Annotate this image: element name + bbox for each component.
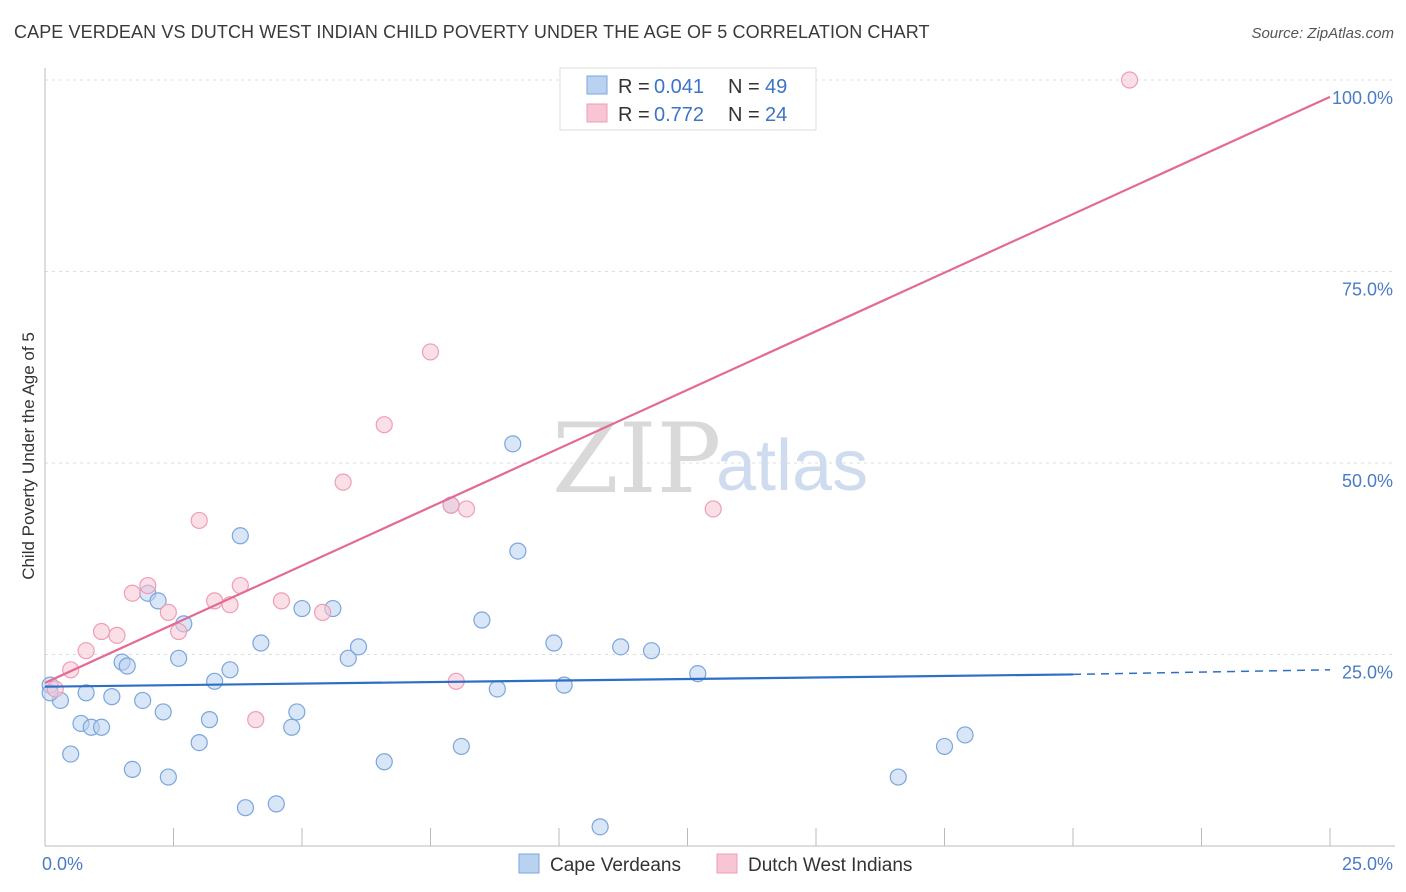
cape-verdeans-point-10 — [123, 760, 141, 779]
cape-verdeans-point-37 — [504, 435, 522, 453]
dutch-west-indians-point-14 — [272, 592, 291, 610]
cape-verdeans-point-46 — [935, 737, 954, 756]
cape-verdeans-point-11 — [134, 691, 152, 710]
cape-verdeans-point-42 — [612, 638, 630, 656]
cape-verdeans-point-4 — [77, 684, 95, 702]
dutch-west-indians-point-9 — [190, 511, 208, 530]
y-tick-label-3: 100.0% — [1332, 88, 1393, 108]
cape-verdeans-point-41 — [591, 818, 609, 836]
dutch-west-indians-point-22 — [704, 500, 722, 518]
legend-n-value-2: 24 — [765, 104, 787, 126]
cape-verdeans-point-34 — [452, 737, 470, 756]
cape-verdeans-point-16 — [170, 649, 188, 667]
cape-verdeans-point-22 — [231, 527, 249, 545]
cape-verdeans-point-25 — [267, 795, 285, 813]
cape-verdeans-point-38 — [509, 542, 527, 560]
cape-verdeans-point-27 — [288, 703, 306, 721]
cape-verdeans-point-9 — [118, 657, 136, 675]
dutch-west-indians-point-21 — [457, 500, 476, 518]
legend-r-value-2: 0.772 — [654, 104, 704, 126]
legend: R = 0.041 N = 49 R = 0.772 N = 24 — [559, 67, 817, 131]
y-tick-label-0: 25.0% — [1342, 663, 1393, 683]
trend-line-dutch-west-indians — [44, 95, 1331, 684]
chart-title: CAPE VERDEAN VS DUTCH WEST INDIAN CHILD … — [14, 22, 930, 42]
legend-r-label-2: R = — [618, 104, 650, 126]
y-tick-label-1: 50.0% — [1342, 471, 1393, 491]
cape-verdeans-point-23 — [236, 799, 255, 817]
cape-verdeans-point-15 — [159, 768, 177, 786]
bottom-legend-swatch-pink — [716, 853, 738, 874]
cape-verdeans-point-13 — [149, 592, 167, 610]
series-dutch-west-indians — [46, 71, 1139, 729]
axes — [44, 68, 1395, 847]
cape-verdeans-point-26 — [283, 718, 301, 736]
dutch-west-indians-point-18 — [421, 343, 440, 361]
cape-verdeans-point-6 — [92, 718, 111, 736]
cape-verdeans-point-31 — [349, 638, 368, 656]
dutch-west-indians-point-4 — [108, 626, 126, 644]
cape-verdeans-point-32 — [375, 753, 393, 771]
grid-lines — [45, 79, 1395, 655]
cape-verdeans-point-35 — [473, 611, 491, 629]
legend-n-value-1: 49 — [765, 76, 787, 98]
dutch-west-indians-point-15 — [313, 603, 332, 621]
cape-verdeans-point-20 — [206, 672, 224, 690]
legend-n-label-2: N = — [728, 104, 760, 126]
bottom-legend-label-1: Cape Verdeans — [550, 855, 681, 876]
cape-verdeans-point-14 — [154, 703, 172, 721]
cape-verdeans-point-28 — [293, 599, 311, 618]
x-tick-label-0: 0.0% — [42, 854, 83, 874]
dutch-west-indians-point-8 — [170, 622, 188, 641]
cape-verdeans-point-43 — [642, 642, 661, 660]
bottom-legend-swatch-blue — [518, 853, 540, 874]
bottom-legend: Cape Verdeans Dutch West Indians — [518, 853, 912, 876]
source-label: Source: ZipAtlas.com — [1251, 25, 1394, 42]
dutch-west-indians-point-23 — [1120, 71, 1139, 89]
cape-verdeans-point-36 — [488, 680, 506, 698]
legend-swatch-pink — [586, 103, 608, 123]
cape-verdeans-point-19 — [200, 711, 219, 729]
dutch-west-indians-point-3 — [92, 622, 111, 641]
cape-verdeans-point-21 — [221, 661, 239, 679]
trend-lines — [44, 95, 1331, 688]
y-axis-label: Child Poverty Under the Age of 5 — [19, 332, 38, 580]
trend-line-cape-verdeans — [44, 673, 1074, 688]
legend-swatch-blue — [586, 75, 608, 95]
dutch-west-indians-point-16 — [334, 473, 352, 491]
x-tick-label-1: 25.0% — [1342, 854, 1393, 874]
cape-verdeans-point-18 — [190, 733, 208, 752]
cape-verdeans-point-45 — [889, 768, 907, 786]
x-tick-labels: 0.0% 25.0% — [42, 854, 1393, 874]
legend-n-label-1: N = — [728, 76, 760, 98]
cape-verdeans-point-44 — [689, 665, 707, 683]
dutch-west-indians-point-7 — [159, 603, 177, 621]
cape-verdeans-point-2 — [62, 745, 80, 763]
legend-r-value-1: 0.041 — [654, 76, 704, 98]
cape-verdeans-point-24 — [252, 634, 270, 652]
dutch-west-indians-point-5 — [123, 584, 141, 602]
dutch-west-indians-point-1 — [62, 661, 80, 679]
cape-verdeans-point-39 — [545, 634, 563, 652]
bottom-legend-label-2: Dutch West Indians — [748, 855, 912, 876]
y-tick-label-2: 75.0% — [1342, 280, 1393, 300]
watermark-zip: ZIP — [552, 403, 721, 515]
dutch-west-indians-point-6 — [139, 576, 157, 595]
watermark-atlas: atlas — [716, 426, 868, 506]
trend-line-cape-verdeans-extension — [1072, 669, 1331, 676]
cape-verdeans-point-30 — [339, 649, 357, 667]
cape-verdeans-point-7 — [103, 688, 121, 706]
cape-verdeans-point-47 — [956, 726, 974, 744]
dutch-west-indians-point-2 — [77, 642, 95, 660]
dutch-west-indians-point-0 — [46, 680, 64, 698]
y-tick-labels: 25.0% 50.0% 75.0% 100.0% — [1332, 88, 1393, 683]
legend-r-label-1: R = — [618, 76, 650, 98]
dutch-west-indians-point-13 — [247, 711, 265, 729]
dutch-west-indians-point-17 — [375, 416, 393, 434]
